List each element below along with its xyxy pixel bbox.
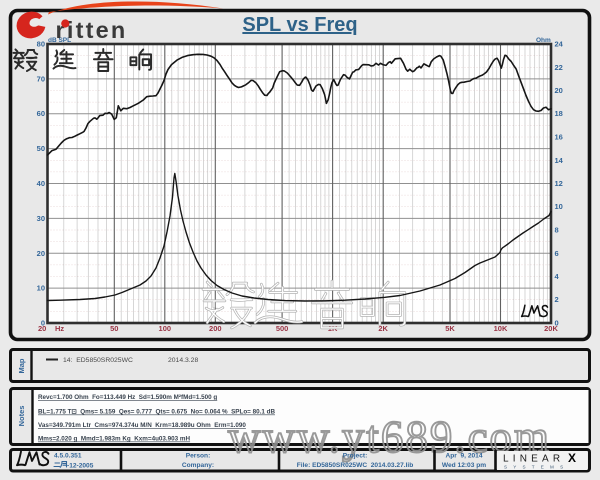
svg-text:0: 0 — [555, 319, 559, 328]
svg-text:18: 18 — [555, 109, 563, 118]
svg-text:22: 22 — [555, 63, 563, 72]
svg-text:40: 40 — [37, 179, 45, 188]
svg-text:Wed 12:03 pm: Wed 12:03 pm — [442, 462, 486, 469]
svg-text:4: 4 — [555, 272, 560, 281]
svg-text:Notes: Notes — [17, 406, 26, 427]
svg-text:60: 60 — [37, 109, 45, 118]
svg-text:Map: Map — [17, 358, 26, 373]
svg-text:BL=1.775 T⊡ Qms= 5.159 Qes=: BL=1.775 T⊡ Qms= 5.159 Qes= 0.777 Qts= 0… — [38, 409, 275, 416]
svg-text:10: 10 — [555, 202, 563, 211]
svg-text:SYSTEMS: SYSTEMS — [504, 465, 569, 470]
svg-text:500: 500 — [276, 324, 289, 333]
svg-text:6: 6 — [555, 249, 559, 258]
svg-text:50: 50 — [110, 324, 118, 333]
svg-text:0: 0 — [41, 319, 45, 328]
svg-text:10: 10 — [37, 284, 45, 293]
svg-text:Vas=349.791m Ltr Cms=974.374u: Vas=349.791m Ltr Cms=974.374u M/N Krm=18… — [38, 422, 246, 429]
svg-text:20: 20 — [38, 324, 46, 333]
svg-text:5K: 5K — [445, 324, 455, 333]
svg-text:-12-2005: -12-2005 — [67, 463, 94, 470]
svg-text:14: ED5850SR025WC: 14: ED5850SR025WC — [63, 357, 133, 364]
svg-text:2K: 2K — [378, 324, 388, 333]
svg-text:24: 24 — [555, 40, 564, 49]
svg-text:30: 30 — [37, 214, 45, 223]
svg-text:Project:: Project: — [343, 453, 368, 460]
svg-text:2: 2 — [555, 295, 559, 304]
svg-text:20: 20 — [555, 86, 563, 95]
svg-text:Apr 9, 2014: Apr 9, 2014 — [445, 453, 482, 460]
svg-text:100: 100 — [159, 324, 172, 333]
svg-text:70: 70 — [37, 74, 45, 83]
svg-text:File: ED5850SR025WC 2014.03.2: File: ED5850SR025WC 2014.03.27.lib — [297, 462, 414, 469]
svg-text:8: 8 — [555, 226, 559, 235]
svg-text:Company:: Company: — [182, 462, 214, 469]
svg-text:20K: 20K — [544, 324, 558, 333]
svg-text:14: 14 — [555, 156, 564, 165]
svg-text:SPL vs Freq: SPL vs Freq — [242, 14, 357, 36]
svg-text:200: 200 — [209, 324, 222, 333]
svg-text:4.5.0.351: 4.5.0.351 — [54, 453, 82, 460]
svg-text:dB SPL: dB SPL — [48, 37, 71, 44]
svg-text:Ohm: Ohm — [536, 37, 551, 44]
svg-text:12: 12 — [555, 179, 563, 188]
svg-text:80: 80 — [37, 40, 45, 49]
svg-text:Revc=1.700 Ohm Fo=113.449 Hz: Revc=1.700 Ohm Fo=113.449 Hz Sd=1.590m M… — [38, 394, 217, 401]
svg-text:2014.3.28: 2014.3.28 — [168, 357, 198, 364]
svg-text:10K: 10K — [494, 324, 508, 333]
svg-text:Mms=2.020 g Mmd=1.983m Kg Kx: Mms=2.020 g Mmd=1.983m Kg Kxm=4u03.903 m… — [38, 436, 191, 443]
svg-text:Person:: Person: — [186, 453, 211, 460]
svg-text:X: X — [568, 451, 576, 465]
svg-text:20: 20 — [37, 249, 45, 258]
svg-text:16: 16 — [555, 133, 563, 142]
svg-text:50: 50 — [37, 144, 45, 153]
svg-text:LINEAR: LINEAR — [503, 454, 564, 465]
svg-text:Hz: Hz — [55, 324, 64, 333]
